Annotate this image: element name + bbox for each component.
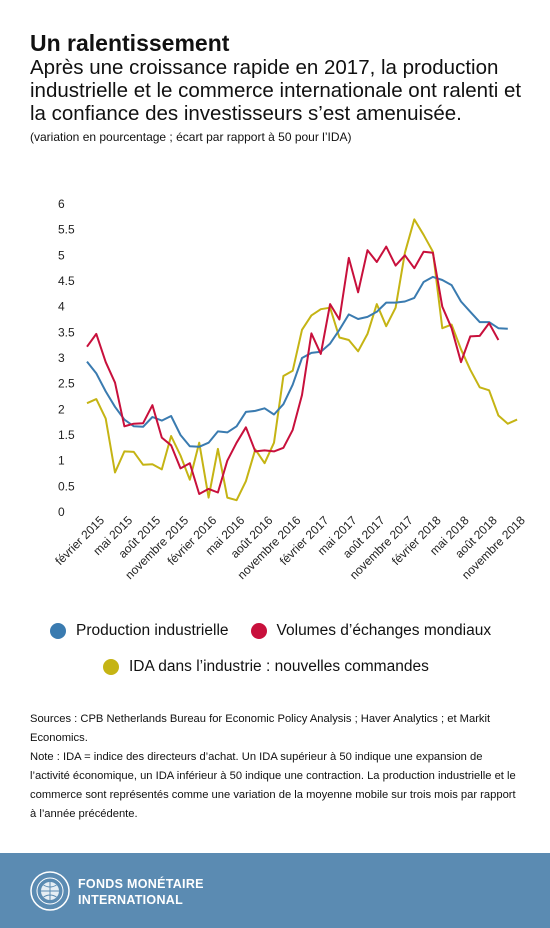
y-tick-label: 3.5 xyxy=(58,325,75,339)
sources-text: Sources : CPB Netherlands Bureau for Eco… xyxy=(30,713,491,744)
y-tick-label: 5 xyxy=(58,248,65,262)
legend-label-production: Production industrielle xyxy=(76,622,229,639)
y-axis: 0 0.5 1 1.5 2 2.5 3 3.5 4 4.5 5 5.5 6 xyxy=(58,197,75,519)
imf-name: FONDS MONÉTAIRE INTERNATIONAL xyxy=(78,876,204,908)
series-line-trade xyxy=(86,245,500,495)
chart-title: Un ralentissement xyxy=(30,30,230,56)
legend-swatch-trade xyxy=(250,623,267,639)
chart-series xyxy=(86,218,518,502)
sources-block: Sources : CPB Netherlands Bureau for Eco… xyxy=(30,710,522,824)
y-tick-label: 6 xyxy=(58,197,65,211)
imf-seal-icon xyxy=(30,871,70,911)
y-tick-label: 4.5 xyxy=(58,274,75,288)
imf-name-line1: FONDS MONÉTAIRE xyxy=(78,877,204,891)
legend-label-pmi: IDA dans l’industrie : nouvelles command… xyxy=(129,658,429,675)
legend-item-production: Production industrielle xyxy=(50,622,229,640)
y-tick-label: 2 xyxy=(58,402,65,416)
y-tick-label: 4 xyxy=(58,300,65,314)
legend-row-1: Production industrielle Volumes d’échang… xyxy=(50,622,513,640)
chart-subtitle: Après une croissance rapide en 2017, la … xyxy=(30,56,522,125)
series-line-pmi xyxy=(86,218,518,502)
legend-swatch-production xyxy=(50,623,66,639)
legend-item-pmi: IDA dans l’industrie : nouvelles command… xyxy=(103,658,429,676)
chart-header: Un ralentissement Après une croissance r… xyxy=(30,30,530,145)
y-tick-label: 1 xyxy=(58,454,65,468)
y-tick-label: 5.5 xyxy=(58,223,75,237)
y-tick-label: 0.5 xyxy=(58,479,75,493)
legend-swatch-pmi xyxy=(103,659,119,675)
y-tick-label: 2.5 xyxy=(58,377,75,391)
y-tick-label: 0 xyxy=(58,505,65,519)
y-tick-label: 3 xyxy=(58,351,65,365)
y-tick-label: 1.5 xyxy=(58,428,75,442)
note-text: Note : IDA = indice des directeurs d’ach… xyxy=(30,751,516,820)
legend-label-trade: Volumes d’échanges mondiaux xyxy=(276,622,492,639)
line-chart: 0 0.5 1 1.5 2 2.5 3 3.5 4 4.5 5 5.5 6 février 2015ma… xyxy=(52,197,528,582)
series-line-production xyxy=(86,275,508,448)
footer-bar: FONDS MONÉTAIRE INTERNATIONAL xyxy=(0,853,550,928)
imf-name-line2: INTERNATIONAL xyxy=(78,893,184,907)
legend-item-trade: Volumes d’échanges mondiaux xyxy=(250,622,492,640)
legend-row-2: IDA dans l’industrie : nouvelles command… xyxy=(103,658,451,676)
units-note: (variation en pourcentage ; écart par ra… xyxy=(30,130,352,144)
